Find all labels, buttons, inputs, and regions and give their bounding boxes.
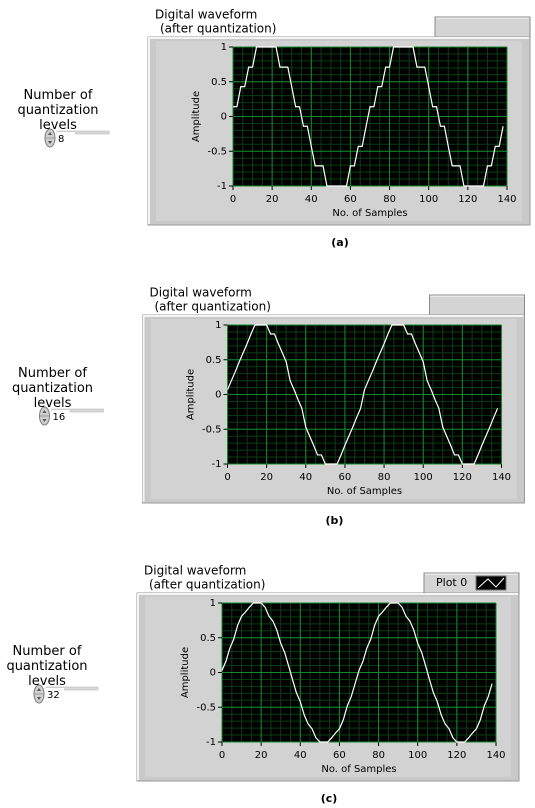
x-tick-label: 80	[372, 750, 385, 761]
control-label: Number of quantization levels	[17, 88, 99, 133]
control-field	[57, 132, 75, 145]
y-tick-label: -0.5	[207, 146, 227, 157]
caption: (a)	[331, 236, 348, 249]
y-tick-label: -0.5	[196, 702, 216, 713]
frame-bevel-light	[142, 315, 524, 502]
x-tick-label: 140	[486, 750, 505, 761]
series-line	[233, 46, 504, 187]
y-tick-label: 0	[221, 112, 227, 123]
control-field	[46, 688, 64, 701]
x-tick-label: 140	[497, 194, 516, 205]
spinner-down	[37, 697, 41, 700]
spinner-down	[48, 141, 52, 144]
y-axis-label: Amplitude	[180, 647, 191, 698]
x-axis-label: No. of Samples	[321, 764, 396, 775]
x-tick-label: 100	[419, 194, 438, 205]
control-value: 32	[47, 690, 60, 701]
x-tick-label: 80	[378, 472, 391, 483]
x-axis-label: No. of Samples	[332, 208, 407, 219]
x-tick-label: 120	[458, 194, 477, 205]
y-tick-label: 0	[210, 668, 216, 679]
y-tick-label: 1	[221, 42, 227, 53]
x-tick-label: 20	[266, 194, 279, 205]
caption: (c)	[321, 792, 338, 805]
x-tick-label: 40	[294, 750, 307, 761]
y-tick-label: 0.5	[200, 633, 216, 644]
x-tick-label: 60	[339, 472, 352, 483]
legend-label: Plot 0	[436, 576, 467, 589]
chart-title: Digital waveform	[150, 286, 252, 300]
spinner-up	[48, 132, 52, 135]
y-tick-label: -0.5	[202, 424, 222, 435]
y-tick-label: 1	[210, 598, 216, 609]
chart-subtitle: (after quantization)	[160, 22, 276, 36]
chart-subtitle: (after quantization)	[155, 300, 271, 314]
y-tick-label: 0.5	[211, 77, 227, 88]
legend-box	[434, 16, 531, 38]
control-label: Number of quantization levels	[11, 366, 94, 411]
legend-box	[429, 294, 525, 316]
x-tick-label: 140	[492, 472, 511, 483]
x-tick-label: 100	[408, 750, 427, 761]
x-tick-label: 60	[333, 750, 346, 761]
chart-subtitle: (after quantization)	[149, 578, 265, 592]
spinner-down	[42, 419, 47, 422]
series-line	[221, 602, 493, 743]
legend-swatch	[477, 577, 505, 589]
y-tick-label: 1	[215, 320, 221, 331]
control-value: 8	[58, 134, 64, 145]
x-tick-label: 40	[305, 194, 318, 205]
control-value: 16	[53, 412, 66, 423]
chart-title: Digital waveform	[155, 8, 257, 22]
control-field	[51, 410, 70, 423]
control-label: Number of quantization levels	[6, 644, 88, 689]
y-tick-label: -1	[217, 181, 227, 192]
x-tick-label: 100	[414, 472, 433, 483]
x-tick-label: 120	[447, 750, 466, 761]
x-tick-label: 0	[219, 750, 225, 761]
y-axis-label: Amplitude	[186, 369, 197, 420]
x-tick-label: 40	[299, 472, 312, 483]
y-axis-label: Amplitude	[191, 91, 202, 142]
x-tick-label: 20	[255, 750, 268, 761]
caption: (b)	[326, 514, 344, 527]
y-tick-label: -1	[206, 737, 216, 748]
x-tick-label: 80	[383, 194, 396, 205]
frame-bevel-light	[148, 37, 529, 224]
y-tick-label: 0	[215, 390, 221, 401]
spinner-up	[37, 688, 41, 691]
legend-swatch-bg	[475, 575, 507, 591]
y-tick-label: 0.5	[206, 355, 222, 366]
frame-bevel-light	[137, 593, 518, 780]
series-line	[226, 324, 499, 465]
chart-title: Digital waveform	[144, 564, 246, 578]
x-tick-label: 20	[260, 472, 273, 483]
x-tick-label: 60	[344, 194, 357, 205]
spinner-up	[42, 410, 47, 413]
x-tick-label: 120	[453, 472, 472, 483]
x-tick-label: 0	[230, 194, 236, 205]
y-tick-label: -1	[212, 459, 222, 470]
x-axis-label: No. of Samples	[327, 486, 402, 497]
x-tick-label: 0	[224, 472, 230, 483]
